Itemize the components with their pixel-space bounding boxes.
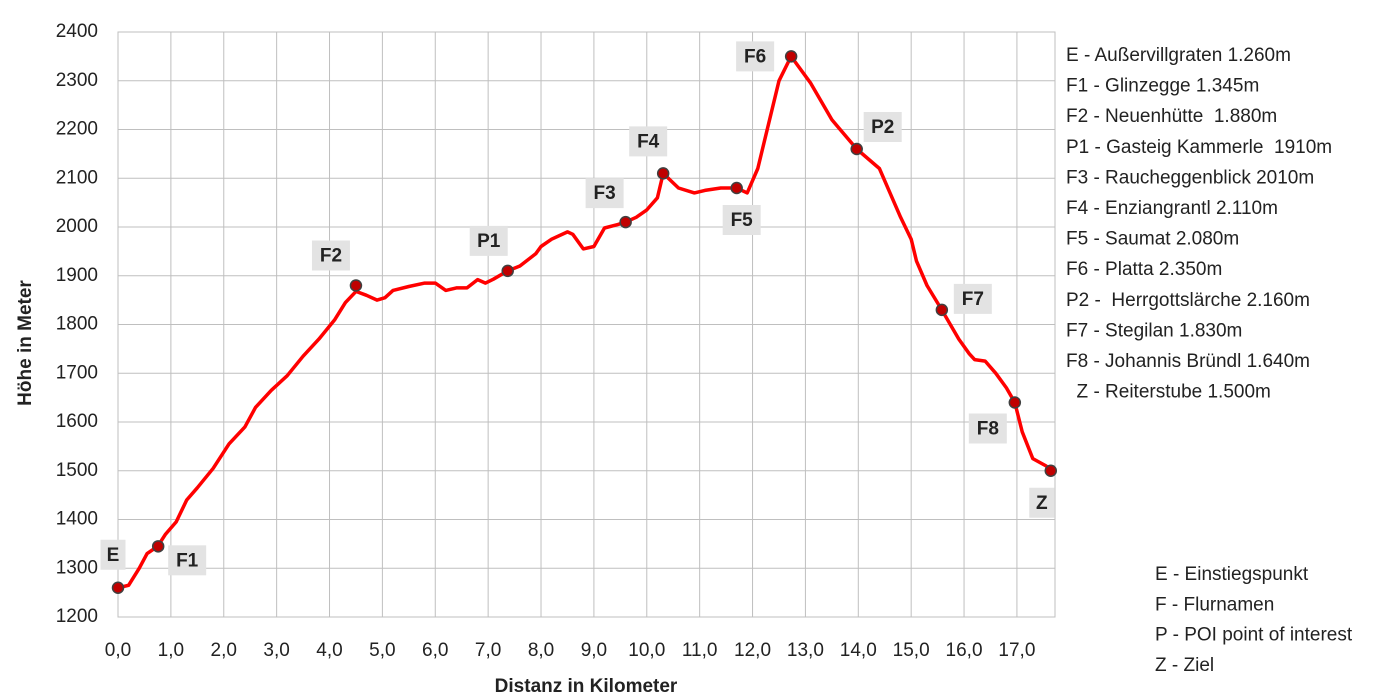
x-tick-label: 12,0: [734, 640, 771, 661]
point-label-box: [311, 240, 350, 271]
x-tick-label: 15,0: [893, 640, 930, 661]
annotation: F6 - Platta 2.350m: [1066, 259, 1222, 280]
point-label: P2: [871, 117, 894, 138]
annotation: E - Außervillgraten 1.260m: [1066, 45, 1291, 66]
x-tick-label: 17,0: [998, 640, 1035, 661]
point-label-box: [953, 283, 992, 314]
point-label: Z: [1036, 493, 1048, 514]
y-tick-label: 1300: [56, 557, 98, 578]
point-label-box: [469, 225, 508, 256]
point-marker: [935, 303, 949, 317]
x-tick-label: 0,0: [105, 640, 131, 661]
point-marker: [730, 181, 743, 195]
y-tick-label: 1900: [56, 265, 98, 286]
point-marker: [656, 167, 670, 180]
annotation: F2 - Neuenhütte 1.880m: [1066, 106, 1277, 127]
point-marker: [1008, 396, 1022, 409]
x-axis-title: Distanz in Kilometer: [495, 676, 678, 697]
annotation: F8 - Johannis Bründl 1.640m: [1066, 351, 1310, 372]
x-tick-label: 11,0: [682, 640, 718, 661]
x-tick-label: 5,0: [369, 640, 395, 661]
x-tick-label: 2,0: [211, 640, 237, 661]
point-label: E: [107, 545, 120, 566]
point-label: F8: [977, 419, 999, 440]
point-label: P1: [477, 231, 501, 252]
point-marker: [784, 50, 798, 63]
key-entry: Z - Ziel: [1155, 655, 1214, 676]
annotation: F3 - Raucheggenblick 2010m: [1066, 167, 1314, 188]
point-marker: [151, 540, 165, 553]
annotation: P1 - Gasteig Kammerle 1910m: [1066, 137, 1332, 158]
x-tick-label: 1,0: [158, 640, 184, 661]
annotation: F1 - Glinzegge 1.345m: [1066, 76, 1259, 97]
y-tick-label: 1400: [56, 509, 98, 530]
annotation: Z - Reiterstube 1.500m: [1066, 382, 1271, 403]
plot-border: [117, 31, 1056, 618]
y-tick-label: 1200: [56, 606, 98, 627]
point-label-box: [1029, 487, 1055, 518]
x-tick-label: 7,0: [475, 640, 501, 661]
key-entry: P - POI point of interest: [1155, 625, 1353, 646]
point-label: F7: [962, 289, 984, 310]
key-entry: E - Einstiegspunkt: [1155, 564, 1309, 585]
x-tick-label: 10,0: [628, 640, 665, 661]
y-tick-label: 1500: [56, 460, 98, 481]
x-tick-label: 16,0: [946, 640, 983, 661]
point-label-box: [629, 126, 668, 157]
annotation: F7 - Stegilan 1.830m: [1066, 320, 1242, 341]
y-tick-label: 2100: [56, 167, 98, 188]
point-marker: [1044, 464, 1058, 477]
x-tick-label: 3,0: [263, 640, 289, 661]
annotation: P2 - Herrgottslärche 2.160m: [1066, 290, 1310, 311]
point-label-box: [100, 539, 126, 570]
y-tick-label: 1600: [56, 411, 98, 432]
point-marker: [111, 581, 125, 594]
x-tick-label: 9,0: [581, 640, 607, 661]
point-label: F6: [744, 46, 766, 67]
x-tick-label: 8,0: [528, 640, 554, 661]
y-tick-label: 2400: [56, 21, 98, 42]
point-label-box: [736, 41, 775, 72]
point-label-box: [863, 112, 902, 142]
point-label-box: [585, 178, 624, 209]
point-label-box: [968, 413, 1007, 444]
point-label-box: [168, 545, 207, 576]
point-label-box: [722, 205, 761, 235]
x-tick-label: 6,0: [422, 640, 448, 661]
y-tick-label: 1800: [56, 314, 98, 335]
point-marker: [850, 142, 863, 156]
point-label: F1: [176, 550, 199, 571]
point-marker: [349, 279, 363, 292]
point-marker: [501, 264, 514, 278]
point-marker: [619, 215, 632, 229]
x-tick-label: 13,0: [787, 640, 824, 661]
elevation-line: [117, 54, 1053, 590]
point-label: F4: [637, 131, 660, 152]
point-label: F2: [320, 246, 342, 267]
y-tick-label: 2200: [56, 119, 98, 140]
y-tick-label: 1700: [56, 362, 98, 383]
annotation: F4 - Enziangrantl 2.110m: [1066, 198, 1278, 219]
annotation: F5 - Saumat 2.080m: [1066, 229, 1239, 250]
y-axis-title: Höhe in Meter: [15, 280, 36, 406]
x-tick-label: 14,0: [840, 640, 877, 661]
y-tick-label: 2000: [56, 216, 98, 237]
point-label: F3: [594, 183, 616, 204]
x-tick-label: 4,0: [316, 640, 342, 661]
key-entry: F - Flurnamen: [1155, 594, 1274, 615]
point-label: F5: [731, 210, 754, 231]
y-tick-label: 2300: [56, 70, 98, 91]
